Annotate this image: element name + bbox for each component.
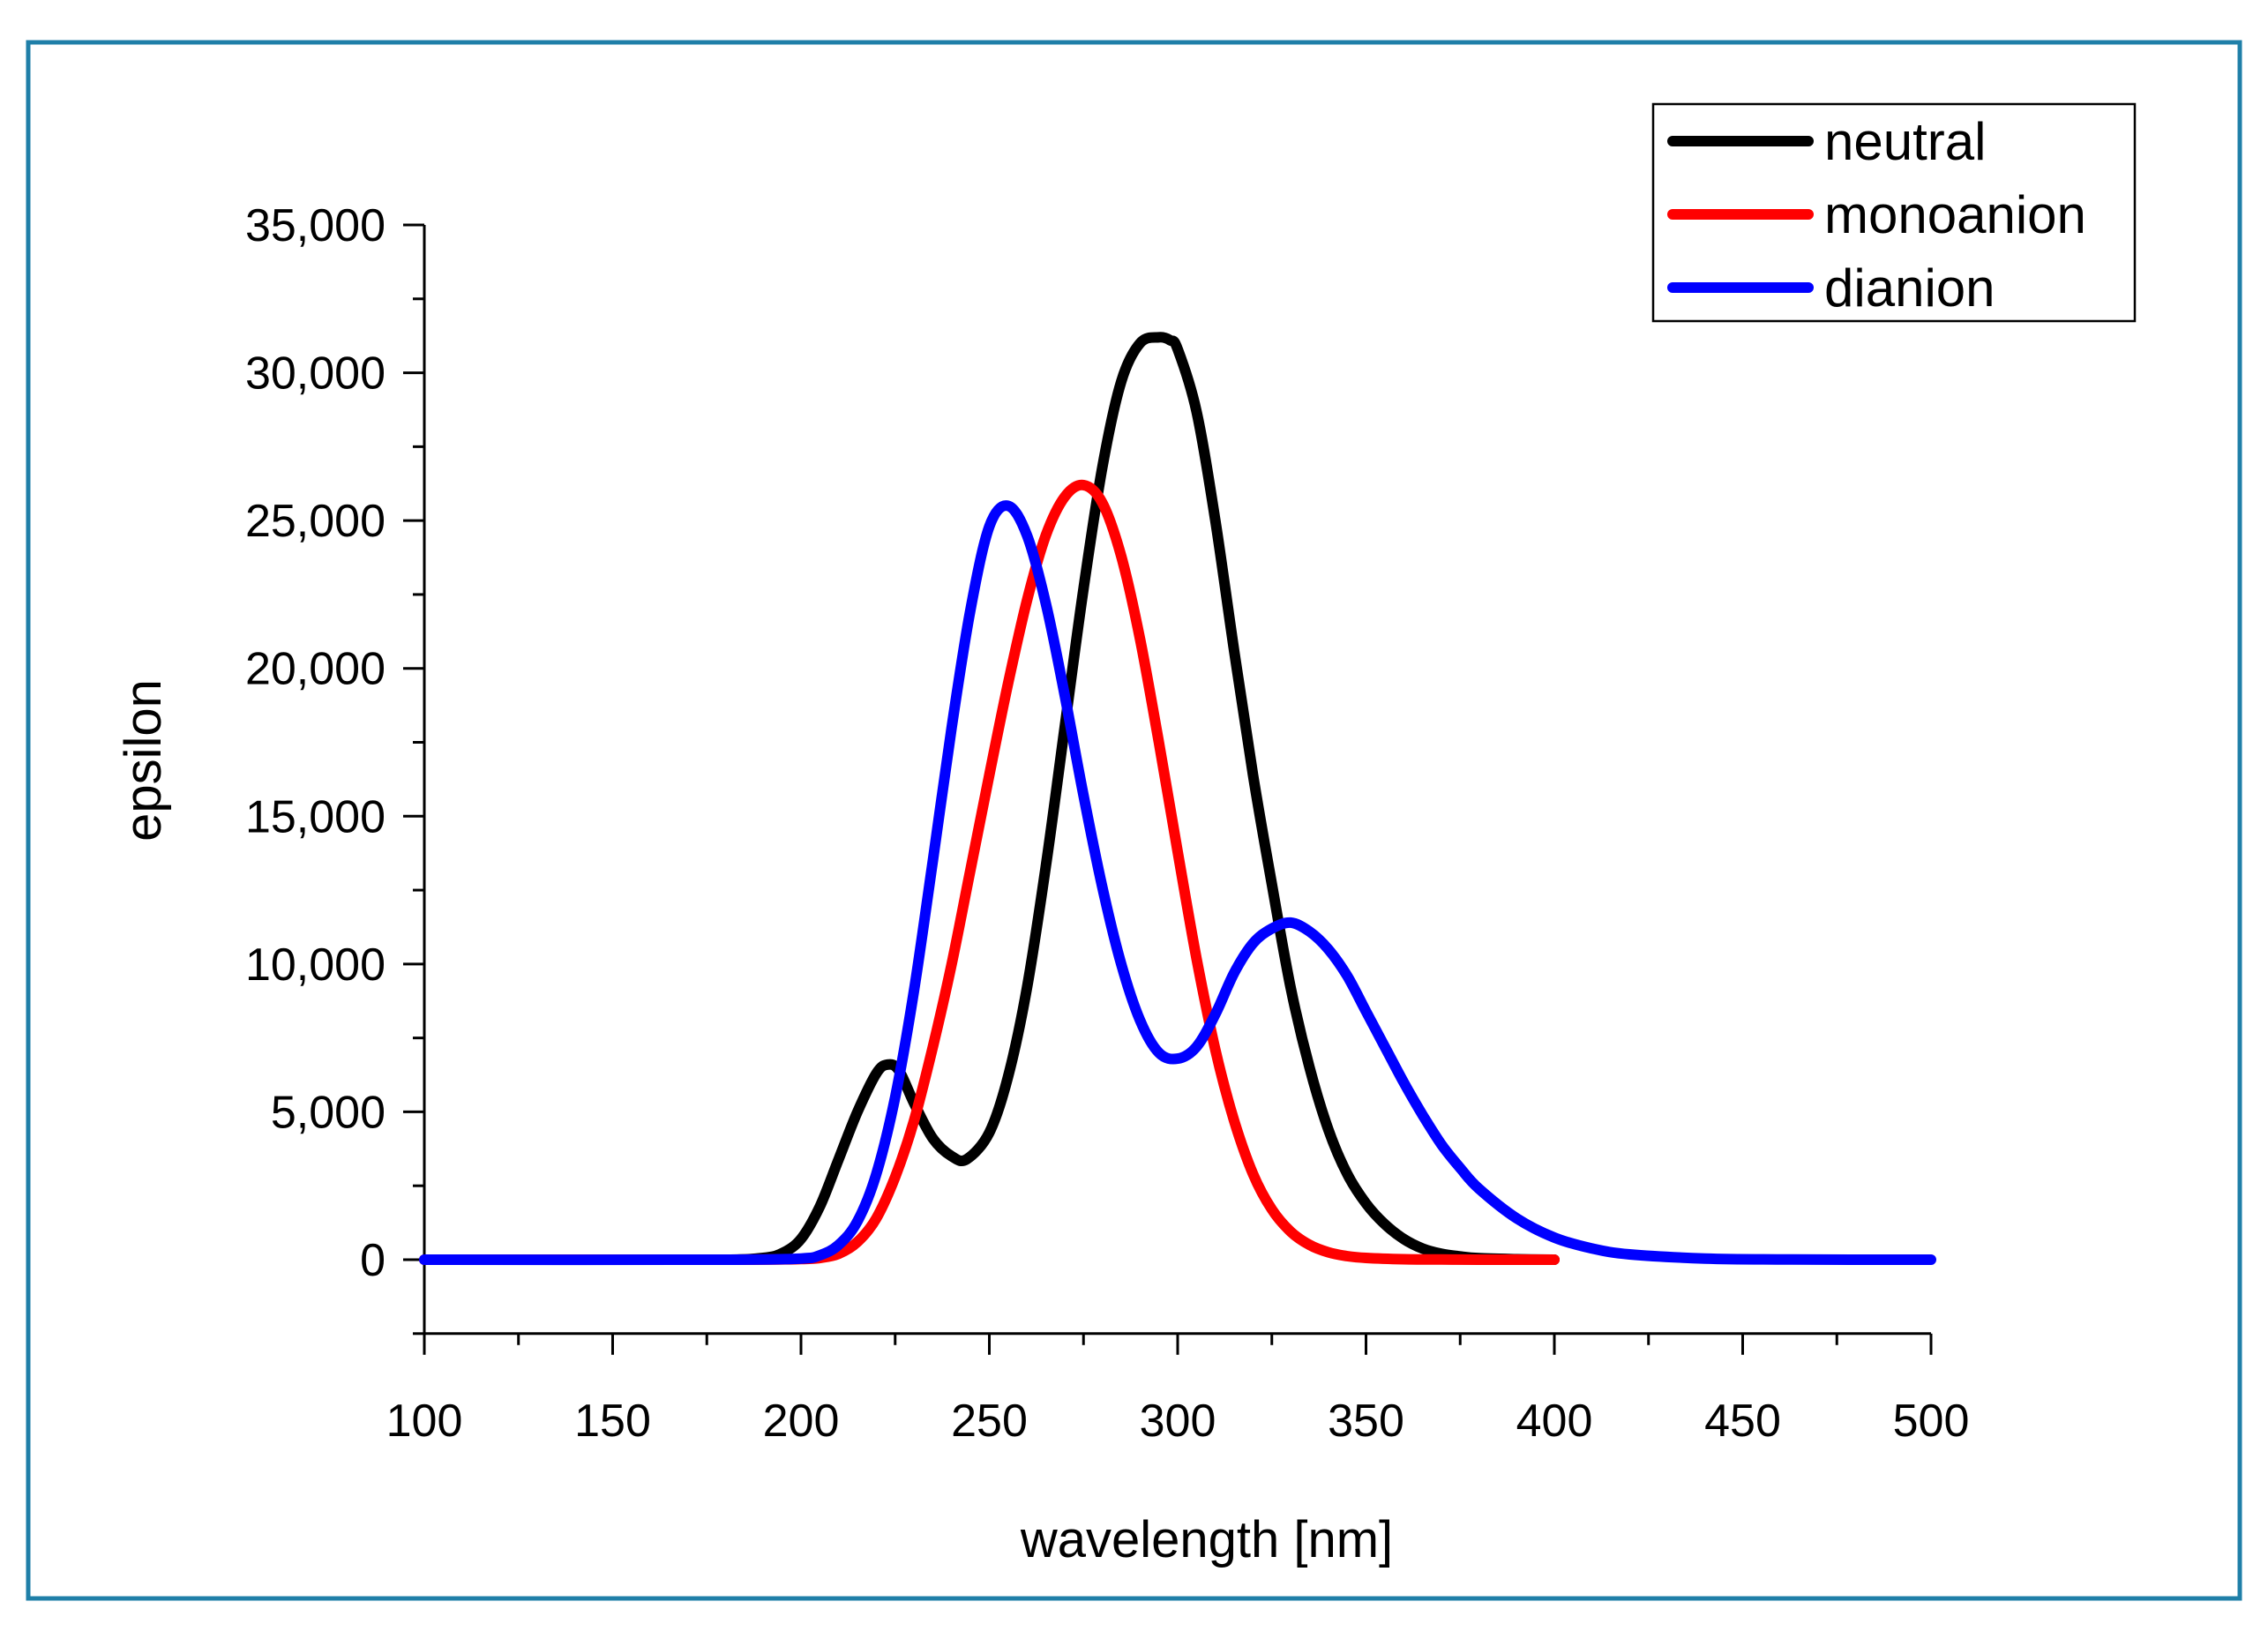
x-tick-label: 450 <box>1704 1396 1781 1447</box>
x-tick-label: 400 <box>1516 1396 1593 1447</box>
x-tick-label: 350 <box>1328 1396 1404 1447</box>
x-axis-title: wavelength [nm] <box>1020 1511 1393 1568</box>
y-tick-label: 10,000 <box>245 939 385 991</box>
y-tick-label: 25,000 <box>245 496 385 547</box>
legend-label-neutral: neutral <box>1824 112 1986 171</box>
y-axis-title: epsilon <box>115 679 172 842</box>
series-line-monoanion <box>419 479 1560 1266</box>
y-tick-label: 0 <box>360 1235 385 1286</box>
series-line-dianion <box>419 500 1936 1266</box>
y-tick-label: 35,000 <box>245 200 385 251</box>
x-tick-label: 150 <box>574 1396 651 1447</box>
series-line-neutral <box>419 332 1560 1266</box>
legend-label-dianion: dianion <box>1824 258 1995 318</box>
y-tick-label: 20,000 <box>245 644 385 695</box>
y-tick-label: 30,000 <box>245 348 385 400</box>
legend: neutral monoanion dianion <box>1651 102 2137 323</box>
y-tick-label: 5,000 <box>271 1087 385 1138</box>
y-tick-label: 15,000 <box>245 791 385 842</box>
x-tick-label: 100 <box>386 1396 463 1447</box>
x-tick-label: 300 <box>1140 1396 1216 1447</box>
x-tick-label: 250 <box>951 1396 1028 1447</box>
axes: 100 150 200 250 300 350 400 450 500 0 5,000 10,000 1… <box>245 200 1969 1447</box>
x-tick-label: 500 <box>1893 1396 1970 1447</box>
legend-label-monoanion: monoanion <box>1824 185 2086 244</box>
x-tick-label: 200 <box>763 1396 840 1447</box>
series-lines <box>419 332 1936 1266</box>
